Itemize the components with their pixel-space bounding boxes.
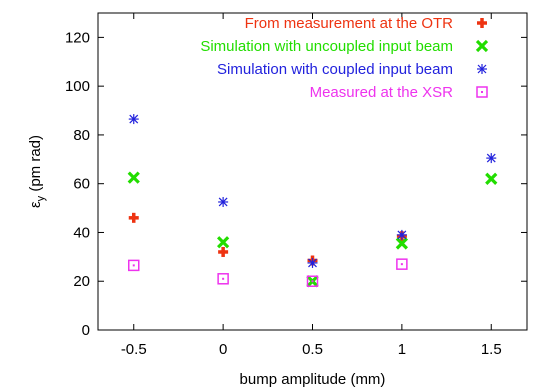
legend-marker — [477, 64, 487, 74]
y-tick-label: 20 — [73, 273, 90, 290]
data-point-series-2 — [216, 236, 230, 249]
y-tick-label: 100 — [65, 78, 90, 95]
legend-marker — [475, 39, 489, 53]
data-point-series-1 — [218, 246, 229, 257]
y-tick-label: 60 — [73, 176, 90, 193]
tick-labels-layer: -0.5 0 0.5 1 1.5 0 20 40 60 80 100 120 — [65, 29, 502, 358]
y-tick-label: 80 — [73, 127, 90, 144]
x-tick-label: 1 — [398, 341, 406, 358]
x-axis-title: bump amplitude (mm) — [240, 371, 386, 388]
legend-label: Measured at the XSR — [310, 84, 454, 101]
legend: From measurement at the OTR Simulation wi… — [200, 15, 489, 101]
y-tick-label: 120 — [65, 29, 90, 46]
y-axis-subscript: y — [35, 195, 47, 201]
legend-marker — [477, 18, 487, 28]
legend-label: Simulation with coupled input beam — [217, 61, 453, 78]
y-axis-unit: (pm rad) — [27, 135, 44, 196]
data-point-series-3 — [486, 153, 497, 164]
y-axis-symbol: ε — [27, 201, 44, 208]
legend-marker — [476, 86, 488, 98]
points-layer — [127, 114, 498, 288]
data-point-series-4 — [306, 275, 319, 287]
data-point-series-3 — [396, 229, 407, 240]
data-point-series-4 — [217, 273, 229, 285]
data-point-series-4 — [396, 258, 408, 270]
legend-label: Simulation with uncoupled input beam — [200, 38, 453, 55]
data-point-series-1 — [128, 212, 139, 223]
y-tick-label: 40 — [73, 224, 90, 241]
data-point-series-3 — [128, 114, 139, 125]
data-point-series-3 — [218, 196, 229, 207]
data-point-series-2 — [127, 171, 140, 184]
x-tick-label: 0.5 — [302, 341, 323, 358]
x-tick-label: 0 — [219, 341, 227, 358]
x-tick-label: 1.5 — [481, 341, 502, 358]
legend-label: From measurement at the OTR — [245, 15, 454, 32]
y-axis-title: εy (pm rad) — [27, 135, 47, 208]
y-tick-label: 0 — [82, 322, 90, 339]
data-point-series-4 — [128, 259, 140, 272]
x-tick-label: -0.5 — [121, 341, 147, 358]
data-point-series-2 — [395, 237, 409, 250]
data-point-series-2 — [485, 172, 498, 185]
data-point-series-3 — [307, 257, 318, 268]
plot-frame — [97, 12, 528, 331]
